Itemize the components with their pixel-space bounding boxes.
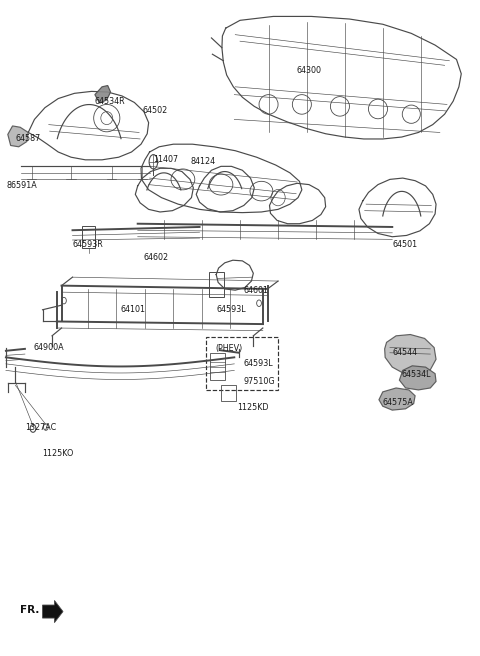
Text: 64900A: 64900A — [33, 343, 64, 352]
Text: 64587: 64587 — [15, 134, 41, 144]
Polygon shape — [379, 388, 415, 410]
Text: 86591A: 86591A — [7, 182, 37, 190]
Text: 64593R: 64593R — [72, 240, 103, 249]
Polygon shape — [43, 600, 63, 623]
Text: 64501: 64501 — [392, 240, 418, 249]
Text: 97510G: 97510G — [244, 377, 276, 386]
Text: 64575A: 64575A — [383, 398, 414, 407]
Text: 64300: 64300 — [296, 66, 321, 75]
Polygon shape — [399, 366, 436, 390]
Text: 64593L: 64593L — [244, 359, 274, 369]
Text: 64534R: 64534R — [95, 96, 125, 106]
Text: 84124: 84124 — [190, 157, 215, 166]
Text: 1125KO: 1125KO — [43, 449, 74, 458]
Text: 1327AC: 1327AC — [25, 422, 56, 432]
Polygon shape — [384, 335, 436, 375]
Text: 1125KD: 1125KD — [238, 403, 269, 412]
Text: 64101: 64101 — [120, 305, 145, 314]
Text: (PHEV): (PHEV) — [215, 344, 242, 354]
Text: 64534L: 64534L — [402, 371, 432, 379]
Text: FR.: FR. — [20, 605, 39, 615]
Text: 64593L: 64593L — [216, 305, 246, 314]
Text: 64602: 64602 — [144, 253, 169, 262]
Polygon shape — [95, 85, 110, 103]
Text: 64544: 64544 — [392, 348, 418, 358]
Text: 11407: 11407 — [154, 155, 179, 164]
Text: 64601: 64601 — [244, 286, 269, 295]
Polygon shape — [8, 126, 28, 147]
Text: 64502: 64502 — [143, 106, 168, 115]
